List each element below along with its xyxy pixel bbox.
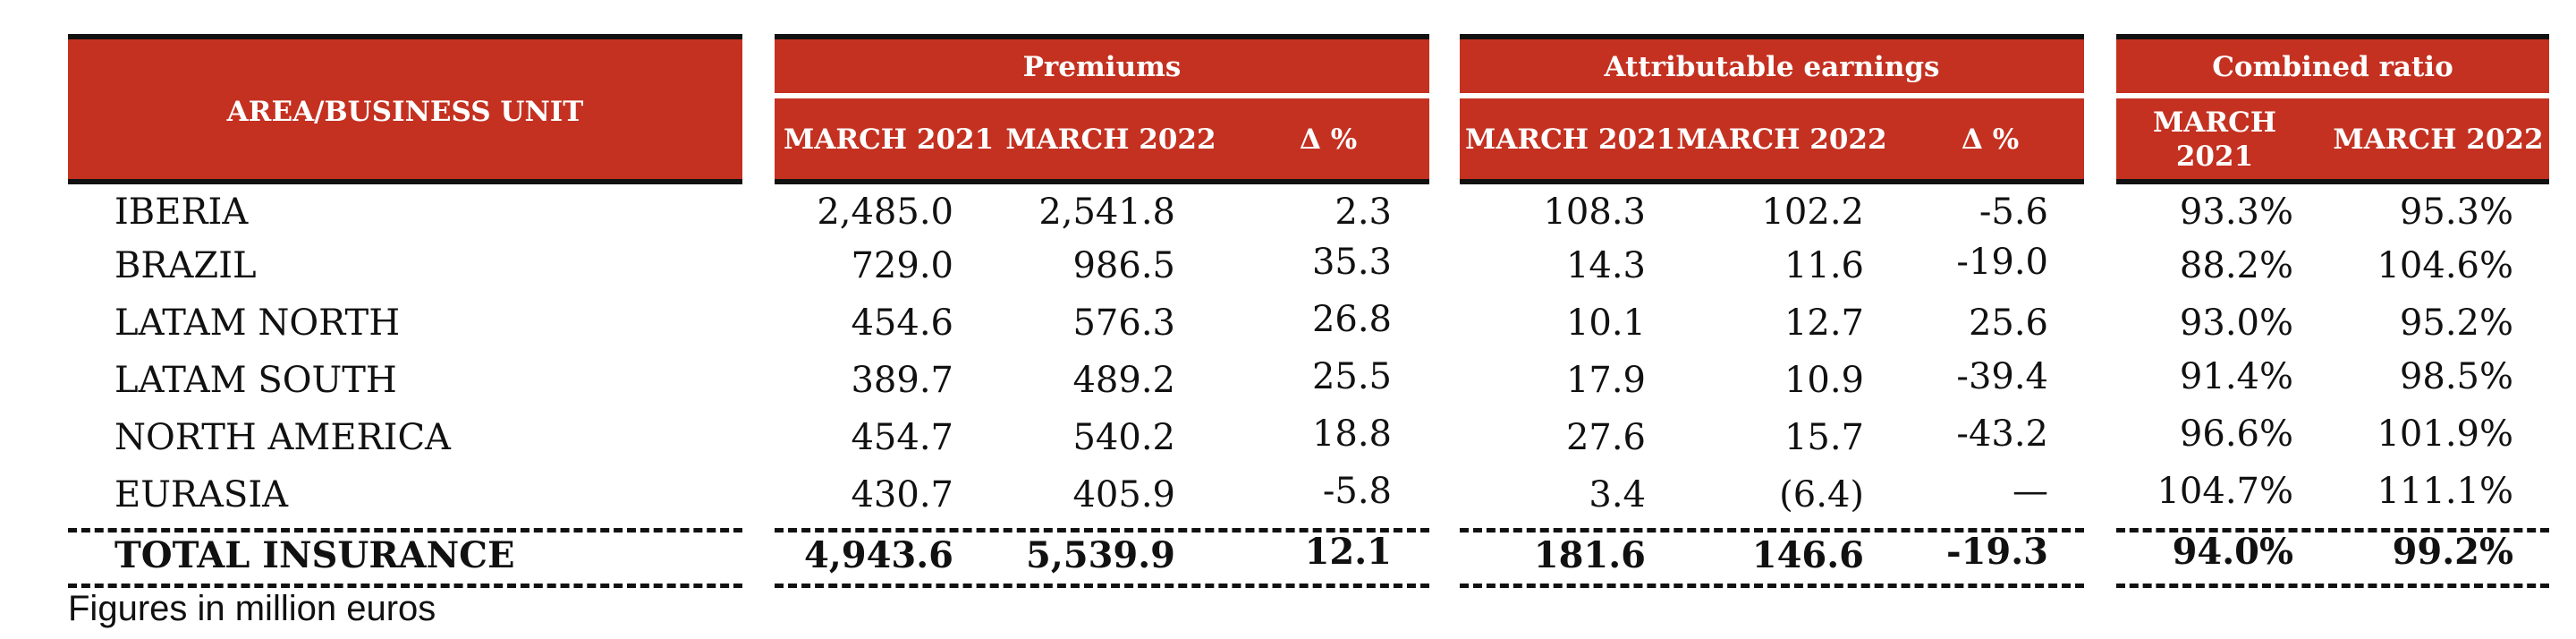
row-area: LATAM SOUTH bbox=[114, 360, 397, 401]
header-combined-label: Combined ratio bbox=[2212, 51, 2453, 83]
row-earnings-2022: (6.4) bbox=[1779, 474, 1864, 515]
row-premiums-2021: 454.7 bbox=[851, 417, 953, 458]
row-premiums-delta: 18.8 bbox=[1311, 413, 1392, 455]
header-earnings-delta: Δ % bbox=[1961, 124, 2020, 156]
total-combined-2021: 94.0% bbox=[2172, 531, 2293, 573]
header-earnings-label: Attributable earnings bbox=[1604, 51, 1940, 83]
header-premiums-2022: MARCH 2022 bbox=[1005, 124, 1216, 156]
total-top-rule-earnings bbox=[1460, 528, 2084, 532]
row-premiums-delta: 26.8 bbox=[1311, 299, 1392, 340]
header-premiums-2021: MARCH 2021 bbox=[784, 124, 995, 156]
row-earnings-2021: 108.3 bbox=[1543, 192, 1646, 233]
row-earnings-2021: 27.6 bbox=[1565, 417, 1646, 458]
row-combined-2021: 96.6% bbox=[2179, 413, 2293, 455]
total-top-rule-combined bbox=[2116, 528, 2549, 532]
row-earnings-2022: 12.7 bbox=[1784, 302, 1864, 344]
row-premiums-delta: 25.5 bbox=[1311, 356, 1392, 397]
total-premiums-2021: 4,943.6 bbox=[803, 534, 953, 576]
row-earnings-2021: 3.4 bbox=[1589, 474, 1646, 515]
row-earnings-delta: -19.0 bbox=[1956, 242, 2048, 283]
row-area: EURASIA bbox=[114, 474, 289, 515]
row-premiums-2022: 576.3 bbox=[1072, 302, 1175, 344]
row-earnings-2022: 102.2 bbox=[1761, 192, 1864, 233]
row-combined-2022: 101.9% bbox=[2377, 413, 2513, 455]
total-earnings-delta: -19.3 bbox=[1945, 531, 2048, 573]
header-earnings-2022: MARCH 2022 bbox=[1676, 124, 1887, 156]
header-combined-2021-line2: 2021 bbox=[2175, 141, 2254, 173]
row-premiums-delta: 35.3 bbox=[1311, 242, 1392, 283]
row-premiums-2021: 389.7 bbox=[851, 360, 953, 401]
header-premiums-delta: Δ % bbox=[1299, 124, 1358, 156]
header-combined-divider bbox=[2116, 93, 2549, 98]
row-premiums-2022: 2,541.8 bbox=[1038, 192, 1175, 233]
total-premiums-2022: 5,539.9 bbox=[1025, 534, 1175, 576]
row-premiums-2021: 729.0 bbox=[851, 245, 953, 286]
total-top-rule-area bbox=[68, 528, 742, 532]
header-combined-block bbox=[2116, 34, 2549, 184]
footnote: Figures in million euros bbox=[68, 589, 436, 628]
header-premiums-divider bbox=[775, 93, 1429, 98]
total-bottom-rule-area bbox=[68, 584, 742, 588]
row-premiums-delta: 2.3 bbox=[1335, 192, 1392, 233]
row-earnings-2022: 11.6 bbox=[1784, 245, 1864, 286]
total-premiums-delta: 12.1 bbox=[1304, 531, 1392, 573]
row-premiums-2021: 454.6 bbox=[851, 302, 953, 344]
row-earnings-delta: -43.2 bbox=[1956, 413, 2048, 455]
total-bottom-rule-combined bbox=[2116, 584, 2549, 588]
total-top-rule-premiums bbox=[775, 528, 1429, 532]
row-premiums-delta: -5.8 bbox=[1322, 471, 1392, 512]
row-combined-2021: 88.2% bbox=[2179, 245, 2293, 286]
row-area: IBERIA bbox=[114, 192, 249, 233]
header-earnings-divider bbox=[1460, 93, 2084, 98]
header-combined-2022: MARCH 2022 bbox=[2333, 124, 2544, 156]
row-earnings-2022: 10.9 bbox=[1784, 360, 1864, 401]
row-premiums-2021: 2,485.0 bbox=[817, 192, 953, 233]
row-combined-2021: 91.4% bbox=[2179, 356, 2293, 397]
row-earnings-delta: — bbox=[2012, 471, 2048, 512]
row-area: NORTH AMERICA bbox=[114, 417, 451, 458]
row-premiums-2022: 986.5 bbox=[1072, 245, 1175, 286]
row-combined-2022: 111.1% bbox=[2377, 471, 2513, 512]
header-earnings-2021: MARCH 2021 bbox=[1465, 124, 1676, 156]
row-combined-2022: 95.3% bbox=[2399, 192, 2513, 233]
row-combined-2021: 93.3% bbox=[2179, 192, 2293, 233]
row-combined-2021: 93.0% bbox=[2179, 302, 2293, 344]
row-earnings-2021: 10.1 bbox=[1565, 302, 1646, 344]
row-earnings-2021: 14.3 bbox=[1565, 245, 1646, 286]
header-area-block bbox=[68, 34, 742, 184]
row-earnings-delta: -5.6 bbox=[1979, 192, 2048, 233]
header-premiums-label: Premiums bbox=[1022, 51, 1182, 83]
total-area: TOTAL INSURANCE bbox=[114, 534, 515, 576]
row-premiums-2021: 430.7 bbox=[851, 474, 953, 515]
row-combined-2022: 98.5% bbox=[2399, 356, 2513, 397]
total-earnings-2021: 181.6 bbox=[1533, 534, 1646, 576]
row-earnings-2022: 15.7 bbox=[1784, 417, 1864, 458]
header-earnings-block bbox=[1460, 34, 2084, 184]
total-combined-2022: 99.2% bbox=[2392, 531, 2513, 573]
header-area-label: AREA/BUSINESS UNIT bbox=[226, 96, 584, 128]
row-earnings-delta: 25.6 bbox=[1968, 302, 2048, 344]
row-earnings-delta: -39.4 bbox=[1956, 356, 2048, 397]
total-bottom-rule-earnings bbox=[1460, 584, 2084, 588]
row-combined-2022: 104.6% bbox=[2377, 245, 2513, 286]
row-premiums-2022: 405.9 bbox=[1072, 474, 1175, 515]
row-area: LATAM NORTH bbox=[114, 302, 401, 344]
total-earnings-2022: 146.6 bbox=[1751, 534, 1864, 576]
header-combined-2021-line1: MARCH bbox=[2152, 106, 2277, 139]
total-bottom-rule-premiums bbox=[775, 584, 1429, 588]
row-premiums-2022: 540.2 bbox=[1072, 417, 1175, 458]
row-combined-2022: 95.2% bbox=[2399, 302, 2513, 344]
row-combined-2021: 104.7% bbox=[2157, 471, 2293, 512]
row-earnings-2021: 17.9 bbox=[1565, 360, 1646, 401]
header-premiums-block bbox=[775, 34, 1429, 184]
row-area: BRAZIL bbox=[114, 245, 257, 286]
row-premiums-2022: 489.2 bbox=[1072, 360, 1175, 401]
